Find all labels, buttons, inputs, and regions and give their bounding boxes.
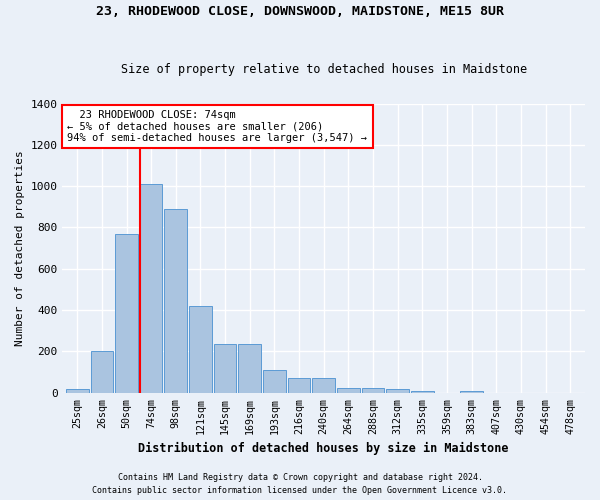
Bar (313, 378, 335, 392)
Bar (460, 390, 483, 392)
Text: 23 RHODEWOOD CLOSE: 74sqm
← 5% of detached houses are smaller (206)
94% of semi-: 23 RHODEWOOD CLOSE: 74sqm ← 5% of detach… (67, 110, 367, 143)
X-axis label: Distribution of detached houses by size in Maidstone: Distribution of detached houses by size … (139, 442, 509, 455)
Bar (238, 344, 261, 393)
Bar (91, 352, 113, 393)
Bar (337, 388, 359, 392)
Bar (66, 388, 89, 392)
Bar (263, 370, 286, 392)
Bar (411, 390, 434, 392)
Title: Size of property relative to detached houses in Maidstone: Size of property relative to detached ho… (121, 63, 527, 76)
Text: Contains HM Land Registry data © Crown copyright and database right 2024.
Contai: Contains HM Land Registry data © Crown c… (92, 474, 508, 495)
Bar (189, 306, 212, 392)
Bar (115, 234, 138, 392)
Bar (214, 344, 236, 393)
Bar (140, 184, 163, 392)
Text: 23, RHODEWOOD CLOSE, DOWNSWOOD, MAIDSTONE, ME15 8UR: 23, RHODEWOOD CLOSE, DOWNSWOOD, MAIDSTON… (96, 5, 504, 18)
Bar (386, 388, 409, 392)
Bar (362, 388, 385, 392)
Y-axis label: Number of detached properties: Number of detached properties (15, 150, 25, 346)
Bar (288, 378, 310, 392)
Bar (164, 209, 187, 392)
